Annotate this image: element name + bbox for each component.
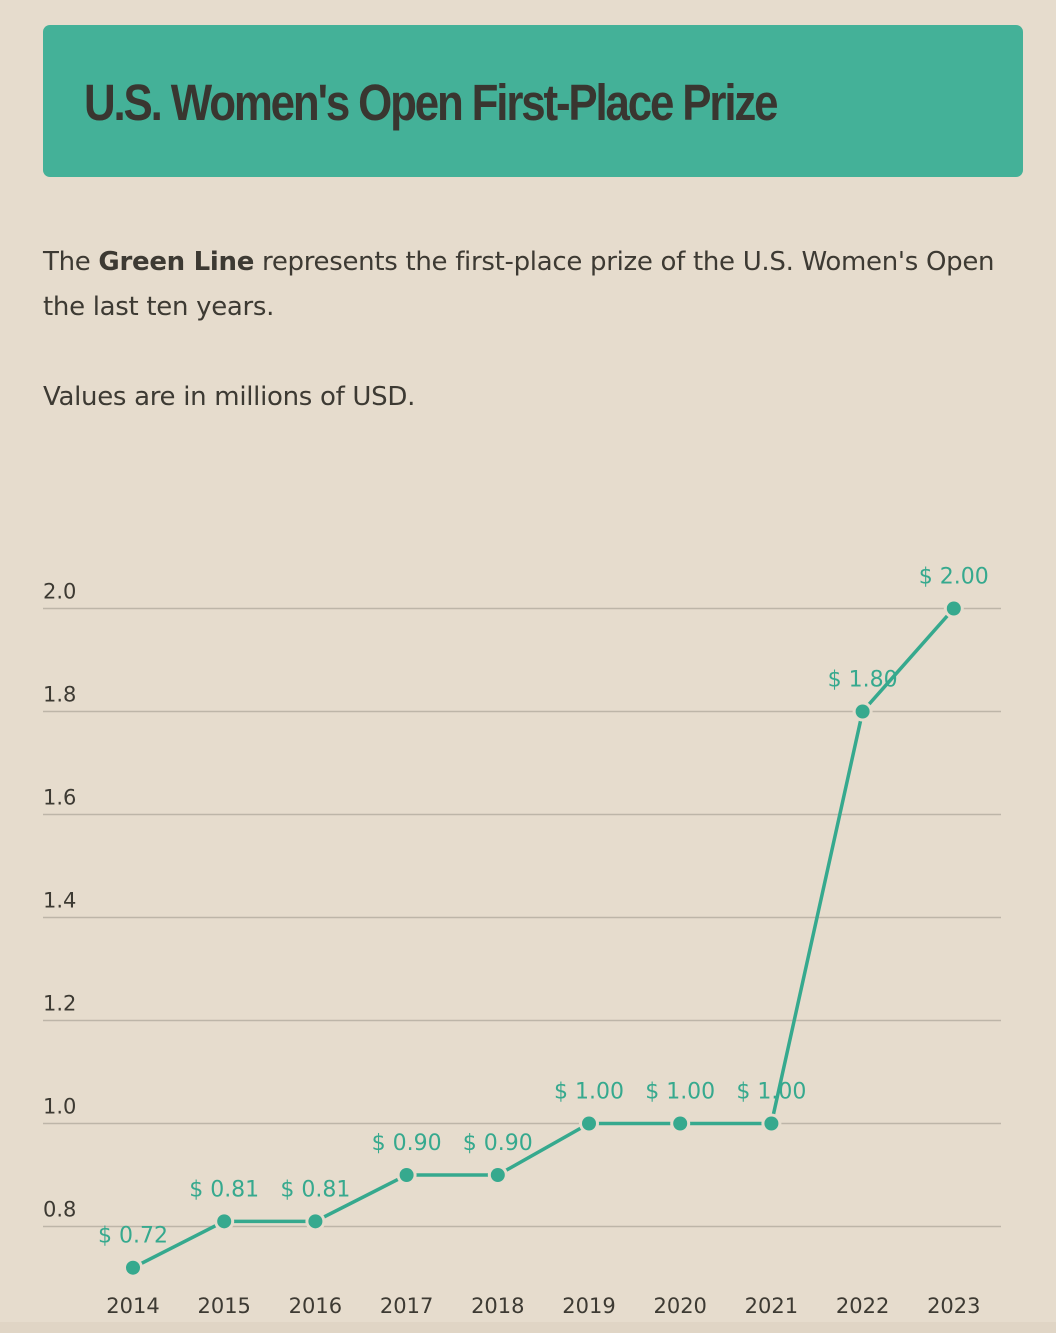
data-label: $ 0.81 bbox=[189, 1177, 259, 1202]
x-tick-label: 2017 bbox=[380, 1294, 433, 1318]
data-point bbox=[582, 1116, 596, 1131]
data-label: $ 0.72 bbox=[98, 1224, 168, 1249]
title-banner: U.S. Women's Open First-Place Prize bbox=[43, 25, 1023, 177]
bottom-strip bbox=[0, 1322, 1056, 1333]
data-point bbox=[217, 1214, 232, 1229]
data-label: $ 1.00 bbox=[645, 1080, 715, 1105]
page-title: U.S. Women's Open First-Place Prize bbox=[84, 74, 779, 131]
x-tick-label: 2018 bbox=[471, 1294, 524, 1318]
y-tick-label: 0.8 bbox=[43, 1198, 76, 1222]
y-tick-label: 1.8 bbox=[43, 683, 76, 707]
x-tick-label: 2015 bbox=[197, 1294, 250, 1318]
data-point bbox=[126, 1260, 140, 1275]
series-line-path bbox=[132, 607, 956, 1270]
data-labels: $ 0.72 $ 0.81 $ 0.81 $ 0.90 $ 0.90 $ 1.00 $ 1.… bbox=[98, 565, 989, 1249]
data-label: $ 1.00 bbox=[554, 1080, 624, 1105]
description-rest: represents the first-place prize of the … bbox=[43, 247, 995, 322]
data-label: $ 0.90 bbox=[463, 1131, 533, 1156]
data-label: $ 2.00 bbox=[919, 565, 989, 590]
series-line bbox=[132, 607, 956, 1270]
data-point bbox=[308, 1214, 323, 1229]
data-label: $ 1.00 bbox=[736, 1080, 806, 1105]
y-tick-label: 1.6 bbox=[43, 786, 76, 810]
y-tick-label: 2.0 bbox=[43, 580, 76, 604]
data-point bbox=[855, 704, 870, 719]
grid-lines bbox=[43, 607, 1001, 1228]
chart-description: The Green Line represents the first-plac… bbox=[43, 240, 1033, 412]
y-tick-label: 1.2 bbox=[43, 992, 76, 1016]
y-axis-ticks: 0.8 1.0 1.2 1.4 1.6 1.8 2.0 bbox=[43, 580, 76, 1222]
data-points bbox=[123, 598, 964, 1278]
data-point bbox=[764, 1116, 779, 1131]
x-tick-label: 2019 bbox=[562, 1294, 615, 1318]
x-tick-label: 2022 bbox=[836, 1294, 889, 1318]
x-tick-label: 2021 bbox=[745, 1294, 798, 1318]
data-point bbox=[399, 1168, 414, 1182]
x-tick-label: 2023 bbox=[927, 1294, 980, 1318]
data-point bbox=[946, 601, 961, 616]
data-point bbox=[490, 1168, 505, 1182]
description-paragraph: The Green Line represents the first-plac… bbox=[43, 240, 1033, 330]
data-label: $ 0.90 bbox=[372, 1131, 442, 1156]
y-tick-label: 1.4 bbox=[43, 889, 76, 913]
units-note: Values are in millions of USD. bbox=[43, 382, 416, 412]
y-tick-label: 1.0 bbox=[43, 1095, 76, 1119]
data-label: $ 1.80 bbox=[828, 668, 898, 693]
x-tick-label: 2016 bbox=[289, 1294, 342, 1318]
data-label: $ 0.81 bbox=[280, 1177, 350, 1202]
description-intro: The bbox=[43, 247, 99, 277]
x-tick-label: 2020 bbox=[653, 1294, 706, 1318]
data-point bbox=[673, 1116, 688, 1131]
x-axis-ticks: 2014 2015 2016 2017 2018 2019 2020 2021 2022 2023 bbox=[106, 1294, 980, 1318]
x-tick-label: 2014 bbox=[106, 1294, 159, 1318]
description-highlight: Green Line bbox=[98, 247, 255, 277]
